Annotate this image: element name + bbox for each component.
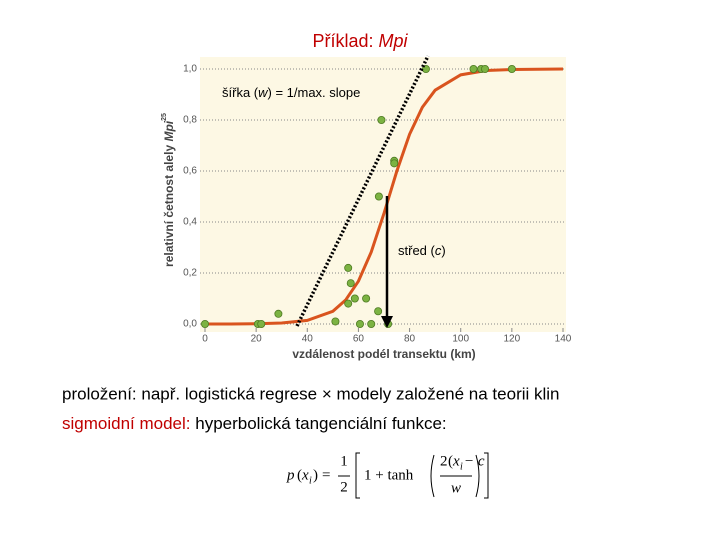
f-ix: x [452,453,460,469]
formula: p ( x i ) = 1 2 1 + tanh 2 ( x i − c w [286,452,489,499]
x-tick-label: 40 [302,334,314,345]
x-tick-label: 60 [353,334,365,345]
f-inum: 2 [440,453,448,469]
center-annotation: střed (c) [398,243,446,258]
annot-part: ) = 1/max. slope [268,85,361,100]
body-line-2: sigmoidní model: hyperbolická tangenciál… [62,414,447,433]
arrow-head [381,316,393,328]
y-tick-label: 0,4 [183,217,197,228]
point [374,192,383,201]
f-i: i [309,475,312,486]
body-line-1: proložení: např. logistická regrese × mo… [62,384,560,403]
point [377,116,386,125]
plot: 0,0 0,2 0,4 0,6 0,8 1,0 0 20 40 60 80 100 120 140 [183,64,572,345]
f-x: x [301,467,309,483]
x-tick-label: 0 [202,334,208,345]
y-tick-label: 0,2 [183,268,197,279]
annot-part: w [258,85,269,100]
f-eq: = [322,467,330,483]
point [374,307,383,316]
plot-area [200,57,566,332]
point [481,65,490,74]
point [350,294,359,303]
ylabel-sup: 25 [161,113,168,121]
f-paren: ( [448,453,453,469]
width-annotation: šířka (w) = 1/max. slope [222,85,360,100]
f-p: p [286,467,295,483]
y-tick-label: 0,0 [183,319,197,330]
f-paren: ) [313,467,318,483]
f-iden: w [451,480,461,496]
point [346,279,355,288]
point [469,65,478,74]
ylabel-text: relativní četnost alely [162,145,176,267]
f-paren-big [430,454,480,498]
f-den: 2 [340,479,348,495]
f-bracket [355,452,489,499]
x-tick-label: 20 [251,334,263,345]
point [507,65,516,74]
f-num: 1 [340,453,348,469]
f-tanh: 1 + tanh [364,467,414,483]
point [355,319,364,328]
point [344,263,353,272]
f-ii: i [460,461,463,472]
slide-title: Příklad: Mpi [312,31,408,51]
point [390,159,399,168]
y-tick-label: 0,6 [183,166,197,177]
title-text: Příklad: [312,31,373,51]
f-paren: ( [297,467,302,483]
y-tick-label: 0,8 [183,115,197,126]
fit-curve [205,67,564,326]
point [331,317,340,326]
x-axis-label: vzdálenost podél transektu (km) [292,347,475,361]
annot-part: c [435,243,442,258]
body-text: hyperbolická tangenciální funkce: [195,414,446,433]
x-tick-label: 120 [504,334,521,345]
annot-part: střed ( [398,243,436,258]
body-red: sigmoidní model: [62,414,191,433]
x-tick-label: 80 [404,334,416,345]
f-ic: − c [464,453,485,469]
title-italic: Mpi [379,31,409,51]
ylabel-italic: Mpi [162,120,176,141]
point [257,319,266,328]
point [274,309,283,318]
y-tick-label: 1,0 [183,64,197,75]
y-axis-label: relativní četnost alely Mpi25 [161,113,176,267]
x-tick-label: 100 [452,334,469,345]
point [367,319,376,328]
x-tick-label: 140 [555,334,572,345]
point [344,299,353,308]
annot-part: ) [441,243,445,258]
point [362,294,371,303]
annot-part: šířka ( [222,85,259,100]
point [200,319,209,328]
